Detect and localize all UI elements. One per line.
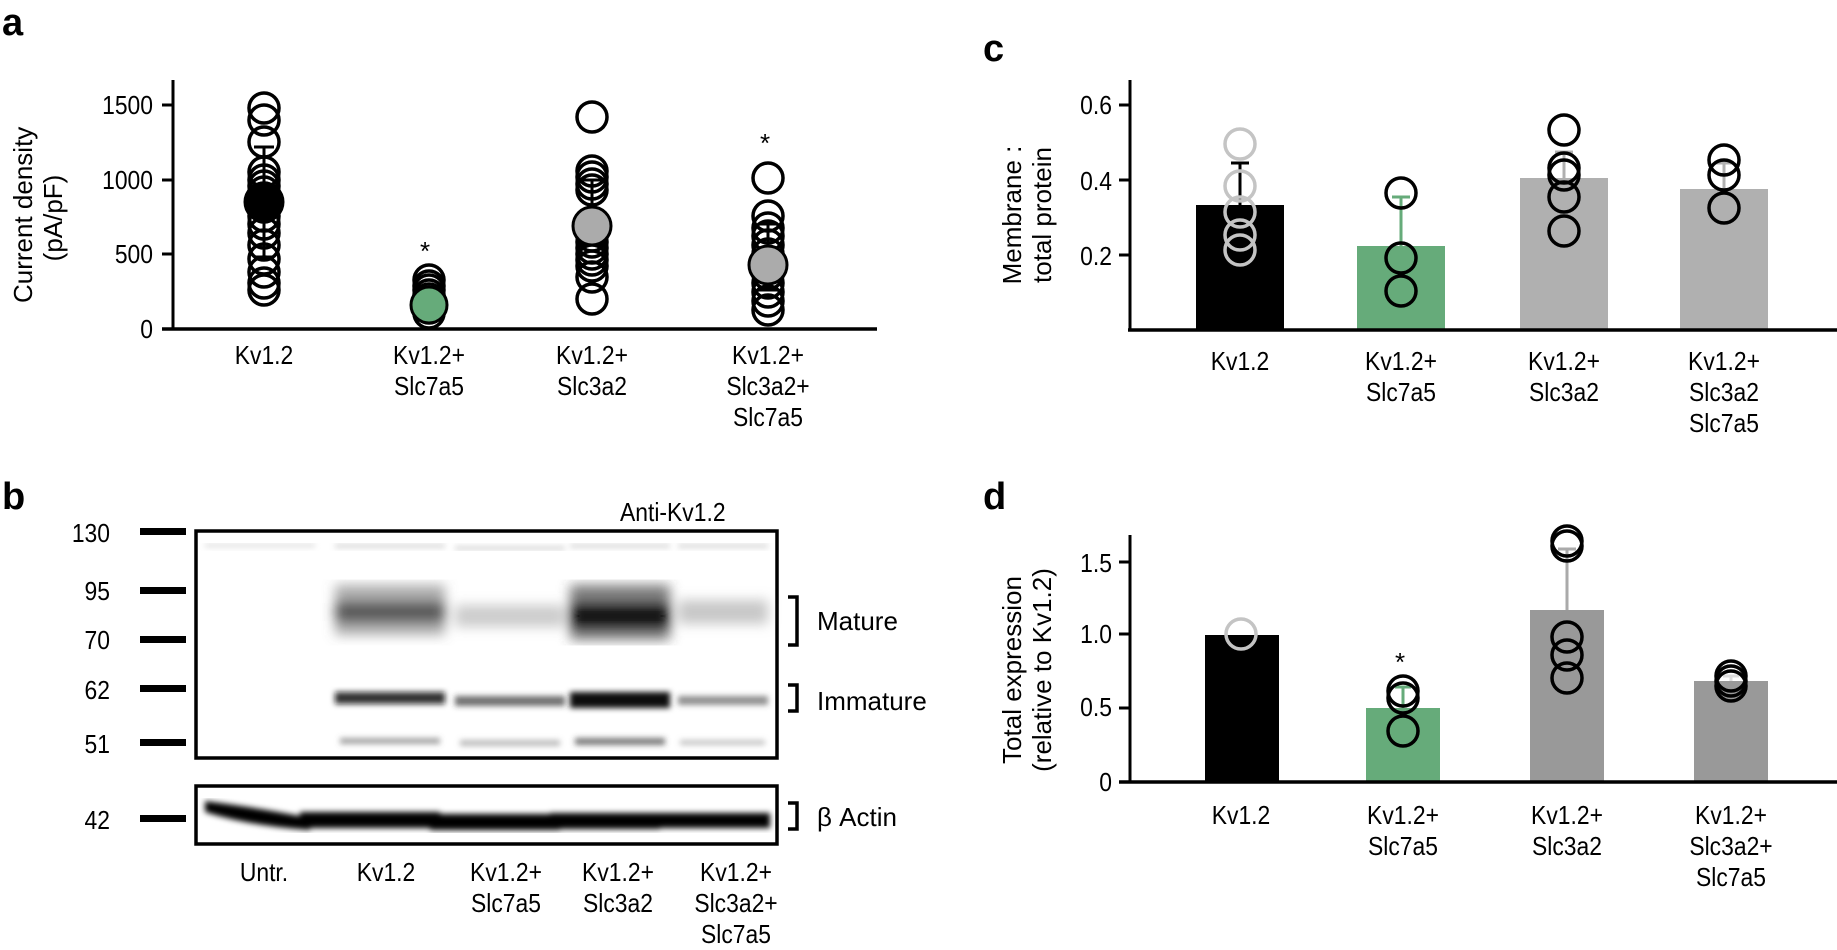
panel-letter-b: b <box>2 476 26 518</box>
y-tick-c-0.4: 0.4 <box>1080 166 1112 196</box>
lane-label-untr: Untr. <box>239 857 289 887</box>
y-tick-a-0: 0 <box>140 314 153 344</box>
mean-marker-triple <box>747 244 789 286</box>
band-label-actin: β Actin <box>817 802 897 832</box>
x-label-c-slc7a5: Kv1.2+ Slc7a5 <box>1365 346 1437 407</box>
band-label-immature: Immature <box>817 686 927 716</box>
mean-marker-kv12 <box>243 181 285 223</box>
scatter-plot-a <box>162 80 877 331</box>
x-label-c-triple: Kv1.2+ Slc3a2 Slc7a5 <box>1688 346 1760 438</box>
mean-marker-slc3a2 <box>571 205 613 247</box>
y-tick-d-0.5: 0.5 <box>1080 692 1112 722</box>
mean-marker-slc7a5 <box>409 285 449 325</box>
x-label-d-kv12: Kv1.2 <box>1211 800 1271 830</box>
x-label-d-triple: Kv1.2+ Slc3a2+ Slc7a5 <box>1689 800 1773 892</box>
x-label-a-slc7a5: Kv1.2+ Slc7a5 <box>393 340 465 401</box>
panel-letter-d: d <box>983 476 1007 518</box>
mw-marker-70: 70 <box>84 625 110 655</box>
western-blot <box>140 528 799 846</box>
mw-marker-62: 62 <box>84 675 110 705</box>
antibody-label: Anti-Kv1.2 <box>620 497 726 527</box>
x-label-d-slc7a5: Kv1.2+ Slc7a5 <box>1367 800 1439 861</box>
mw-marker-42: 42 <box>84 805 110 835</box>
bar-chart-c <box>1119 80 1837 332</box>
x-label-a-kv12: Kv1.2 <box>234 340 294 370</box>
y-tick-c-0.6: 0.6 <box>1080 90 1112 120</box>
x-label-d-slc3a2: Kv1.2+ Slc3a2 <box>1531 800 1603 861</box>
y-tick-d-0: 0 <box>1099 767 1112 797</box>
y-tick-d-1.0: 1.0 <box>1080 619 1112 649</box>
y-tick-d-1.5: 1.5 <box>1080 548 1112 578</box>
lane-label-slc7a5: Kv1.2+ Slc7a5 <box>470 857 542 918</box>
x-label-a-triple: Kv1.2+ Slc3a2+ Slc7a5 <box>726 340 810 432</box>
x-label-a-slc3a2: Kv1.2+ Slc3a2 <box>556 340 628 401</box>
mw-marker-95: 95 <box>84 576 110 606</box>
y-tick-a-1500: 1500 <box>102 90 153 120</box>
x-label-c-slc3a2: Kv1.2+ Slc3a2 <box>1528 346 1600 407</box>
y-tick-a-1000: 1000 <box>102 165 153 195</box>
y-tick-a-500: 500 <box>114 239 153 269</box>
mw-marker-130: 130 <box>71 518 110 548</box>
lane-label-triple: Kv1.2+ Slc3a2+ Slc7a5 <box>694 857 778 949</box>
lane-label-kv12: Kv1.2 <box>356 857 416 887</box>
panel-letter-c: c <box>983 28 1005 70</box>
panel-letter-a: a <box>2 2 24 44</box>
x-label-c-kv12: Kv1.2 <box>1210 346 1270 376</box>
bar-chart-d <box>1119 524 1837 784</box>
significance-star-d-slc7a5: * <box>1395 647 1406 677</box>
mw-marker-51: 51 <box>84 729 110 759</box>
y-tick-c-0.2: 0.2 <box>1080 241 1112 271</box>
significance-star-a-triple: * <box>760 128 771 158</box>
significance-star-a-slc7a5: * <box>420 236 431 266</box>
band-label-mature: Mature <box>817 606 898 636</box>
lane-label-slc3a2: Kv1.2+ Slc3a2 <box>582 857 654 918</box>
